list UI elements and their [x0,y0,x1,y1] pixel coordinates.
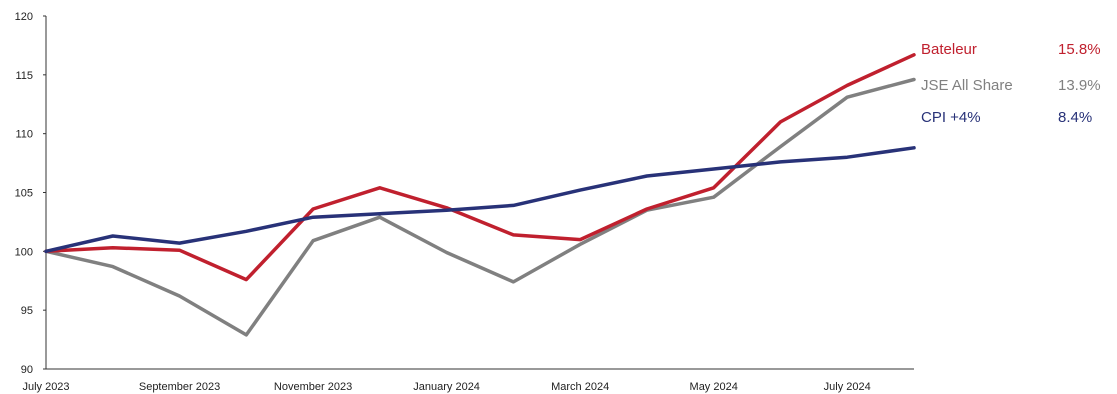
legend-return-cpi-4: 8.4% [1058,109,1092,126]
axes: 90 95 100 105 110 115 120 July 2023 September 20… [15,11,914,393]
series-line-cpi-4 [44,146,916,254]
legend-return-jse-all-share: 13.9% [1058,77,1101,94]
series-lines [44,53,916,337]
x-tick-label: January 2024 [413,381,480,393]
x-tick-label: November 2023 [274,381,352,393]
legend-return-bateleur: 15.8% [1058,41,1101,58]
y-tick-label: 90 [21,364,33,376]
y-tick-label: 100 [15,246,33,258]
y-tick-label: 115 [15,70,33,82]
legend-label-cpi-4: CPI +4% [921,109,981,126]
y-tick-label: 105 [15,188,33,200]
series-line-jse-all-share [44,77,916,337]
x-tick-label: July 2024 [824,381,871,393]
x-tick-label: July 2023 [22,381,69,393]
y-tick-label: 120 [15,11,33,23]
legend-label-bateleur: Bateleur [921,41,977,58]
legend-label-jse-all-share: JSE All Share [921,77,1013,94]
series-line-bateleur [44,53,916,282]
x-tick-label: September 2023 [139,381,220,393]
x-tick-label: March 2024 [551,381,609,393]
y-tick-label: 95 [21,305,33,317]
legend: Bateleur 15.8% JSE All Share 13.9% CPI +4% 8.… [921,41,1101,126]
y-tick-label: 110 [15,129,33,141]
x-tick-label: May 2024 [690,381,738,393]
